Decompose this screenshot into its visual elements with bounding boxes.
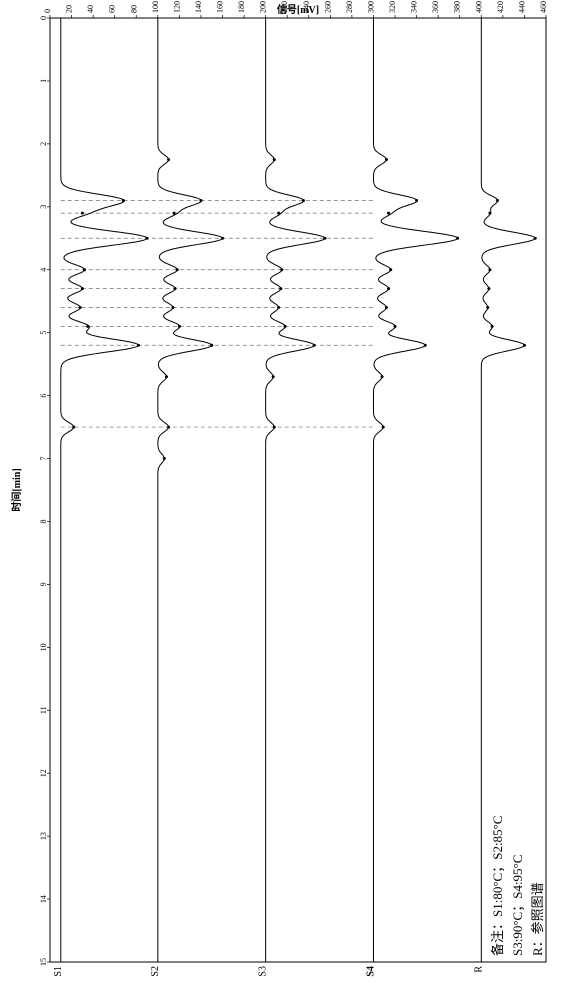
time-tick-label: 15 bbox=[39, 958, 48, 966]
mv-tick-label: 440 bbox=[517, 1, 526, 13]
mv-tick-label: 380 bbox=[453, 1, 462, 13]
mv-tick-label: 200 bbox=[259, 1, 268, 13]
time-tick-label: 14 bbox=[39, 895, 48, 903]
time-tick-label: 4 bbox=[39, 268, 48, 272]
time-tick-label: 9 bbox=[39, 582, 48, 586]
time-tick-label: 2 bbox=[39, 142, 48, 146]
mv-tick-label: 100 bbox=[151, 1, 160, 13]
mv-tick-label: 340 bbox=[410, 1, 419, 13]
mv-tick-label: 400 bbox=[474, 1, 483, 13]
time-tick-label: 7 bbox=[39, 457, 48, 461]
mv-tick-label: 260 bbox=[323, 1, 332, 13]
mv-tick-label: 140 bbox=[194, 1, 203, 13]
mv-tick-label: 300 bbox=[366, 1, 375, 13]
time-tick-label: 6 bbox=[39, 394, 48, 398]
time-tick-label: 5 bbox=[39, 331, 48, 335]
mv-tick-label: 320 bbox=[388, 1, 397, 13]
mv-tick-label: 160 bbox=[216, 1, 225, 13]
mv-tick-label: 460 bbox=[539, 1, 548, 13]
time-tick-label: 3 bbox=[39, 205, 48, 209]
time-tick-label: 0 bbox=[39, 16, 48, 20]
mv-axis-label: 信号[mV] bbox=[277, 3, 319, 16]
time-tick-label: 1 bbox=[39, 79, 48, 83]
time-tick-label: 11 bbox=[39, 706, 48, 714]
mv-tick-label: 120 bbox=[172, 1, 181, 13]
mv-tick-label: 60 bbox=[108, 5, 117, 13]
trace-label-S2: S2 bbox=[150, 966, 161, 977]
time-tick-label: 10 bbox=[39, 643, 48, 651]
mv-tick-label: 360 bbox=[431, 1, 440, 13]
mv-tick-label: 420 bbox=[496, 1, 505, 13]
legend-line: R：参照图谱 bbox=[530, 882, 545, 956]
trace-label-S4: S4 bbox=[365, 966, 376, 977]
trace-label-R: R bbox=[473, 966, 484, 973]
mv-tick-label: 20 bbox=[65, 5, 74, 13]
time-axis-label: 时间[min] bbox=[10, 468, 23, 511]
trace-label-S3: S3 bbox=[258, 966, 269, 977]
time-tick-label: 8 bbox=[39, 519, 48, 523]
mv-tick-label: 180 bbox=[237, 1, 246, 13]
time-tick-label: 13 bbox=[39, 832, 48, 840]
trace-label-S1: S1 bbox=[53, 966, 64, 977]
mv-tick-label: 40 bbox=[86, 5, 95, 13]
mv-tick-label: 80 bbox=[129, 5, 138, 13]
mv-tick-label: 0 bbox=[43, 9, 52, 13]
chromatogram-chart: 0204060801001201401601802002202402602803… bbox=[0, 0, 562, 1000]
mv-tick-label: 280 bbox=[345, 1, 354, 13]
time-tick-label: 12 bbox=[39, 769, 48, 777]
legend-line: 备注：S1:80°C；S2:85°C bbox=[490, 816, 506, 956]
legend-line: S3:90°C；S4:95°C bbox=[510, 855, 526, 956]
